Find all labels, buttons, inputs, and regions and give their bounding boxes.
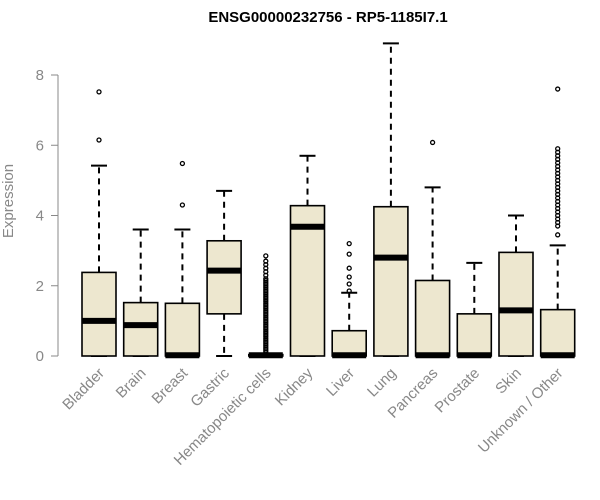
y-axis: 0 2 4 6 8 (36, 67, 59, 365)
iqr-box (81, 271, 117, 357)
y-axis-label: Expression (0, 164, 17, 238)
outlier-point (346, 240, 352, 247)
chart-title: ENSG00000232756 - RP5-1185I7.1 (208, 9, 447, 26)
x-tick-label: Lung (364, 365, 400, 401)
x-tick-label: Bladder (59, 365, 108, 414)
iqr-box (498, 251, 534, 357)
y-tick-label: 2 (36, 278, 44, 295)
y-tick-label: 8 (36, 67, 44, 84)
outlier-point (429, 139, 436, 146)
box-group-unknown-other (539, 86, 576, 359)
x-tick-label: Skin (492, 365, 525, 398)
box-group-prostate (456, 261, 493, 359)
x-tick-label: Liver (323, 365, 358, 400)
iqr-box (414, 279, 451, 357)
iqr-box (373, 205, 409, 357)
y-tick-label: 6 (36, 137, 44, 154)
outlier-point (555, 86, 561, 92)
y-tick-label: 4 (36, 208, 44, 225)
outlier-point (96, 89, 102, 95)
outlier-point (263, 258, 269, 264)
iqr-box (539, 308, 576, 357)
box-group-bladder (81, 89, 117, 357)
outlier-point (263, 277, 269, 284)
x-tick-label: Breast (149, 364, 192, 407)
y-tick-label: 0 (36, 348, 44, 365)
iqr-box (456, 313, 493, 357)
outlier-point (346, 251, 352, 257)
x-tick-label: Brain (113, 365, 150, 402)
iqr-box (289, 204, 326, 357)
box-group-liver (331, 240, 368, 359)
box-group-skin (498, 214, 534, 357)
outlier-point (179, 202, 186, 208)
iqr-box (206, 239, 242, 315)
outlier-point (346, 274, 352, 280)
box-group-gastric (206, 189, 242, 357)
box-group-brain (122, 228, 159, 357)
iqr-box (122, 301, 159, 357)
iqr-box (164, 302, 201, 357)
x-tick-label: Prostate (432, 365, 484, 417)
outlier-point (263, 253, 269, 259)
box-group-pancreas (414, 139, 451, 359)
plot-area (81, 42, 576, 359)
box-group-breast (164, 160, 201, 359)
outlier-point (555, 146, 561, 152)
outlier-point (346, 281, 352, 287)
box-group-kidney (289, 154, 326, 357)
outlier-point (179, 160, 186, 167)
outlier-point (346, 265, 352, 271)
box-group-lung (373, 42, 409, 357)
outlier-point (555, 232, 561, 238)
outlier-point (346, 288, 352, 294)
outlier-point (96, 137, 102, 143)
x-tick-label: Kidney (272, 364, 317, 409)
box-group-hematopoietic-cells (248, 253, 284, 359)
iqr-box (331, 329, 368, 357)
